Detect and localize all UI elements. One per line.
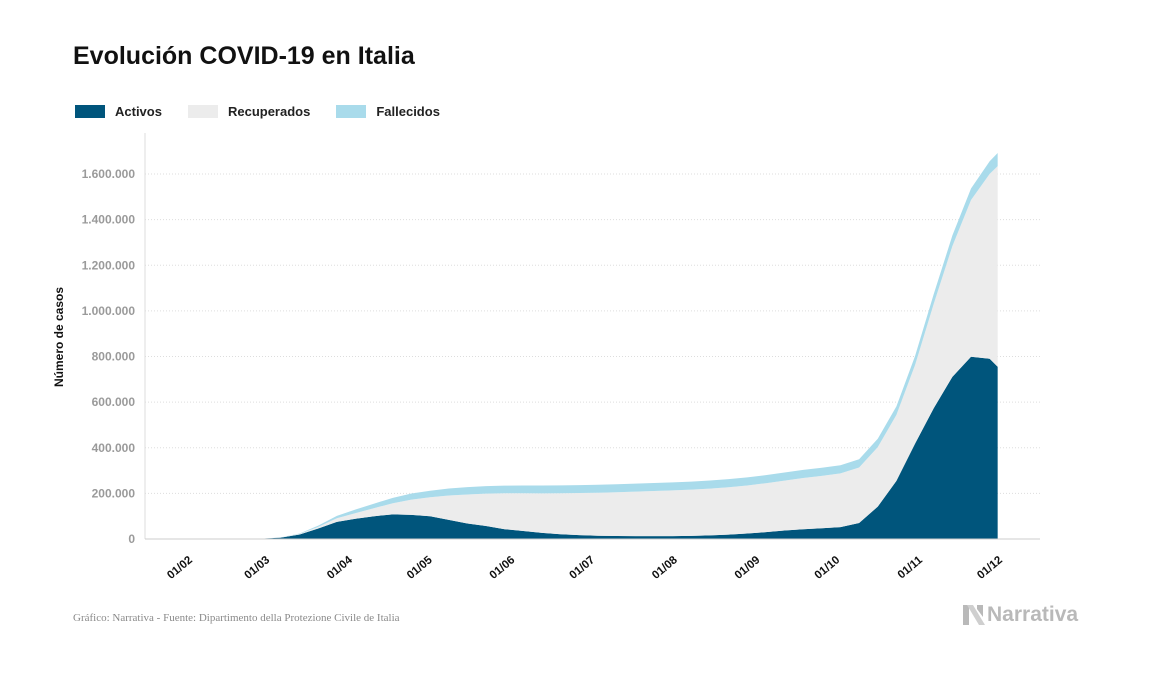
x-tick-label: 01/03	[242, 554, 272, 582]
x-tick-label: 01/09	[733, 554, 763, 582]
area-activos	[246, 356, 998, 539]
y-tick-label: 1.000.000	[82, 304, 136, 318]
narrativa-logo-icon	[963, 605, 985, 625]
legend-label-recuperados: Recuperados	[227, 104, 311, 119]
x-tick-label: 01/05	[405, 554, 435, 582]
logo-text: Narrativa	[987, 603, 1079, 626]
legend-item-activos: Activos	[75, 104, 162, 119]
x-tick-label: 01/04	[325, 554, 355, 582]
chart-title: Evolución COVID-19 en Italia	[73, 42, 415, 70]
x-tick-label: 01/11	[896, 554, 926, 582]
legend-item-fallecidos: Fallecidos	[336, 104, 440, 119]
y-tick-label: 200.000	[92, 486, 136, 500]
legend-swatch-fallecidos	[336, 105, 367, 118]
source-note: Gráfico: Narrativa - Fuente: Dipartiment…	[73, 612, 400, 624]
legend-swatch-recuperados	[187, 105, 218, 118]
x-tick-label: 01/10	[813, 554, 843, 582]
legend-label-fallecidos: Fallecidos	[376, 104, 440, 119]
x-tick-label: 01/02	[165, 554, 195, 582]
brand-logo: Narrativa	[963, 603, 1078, 627]
x-tick-label: 01/08	[650, 554, 680, 582]
legend-swatch-activos	[75, 105, 105, 118]
y-tick-label: 1.600.000	[82, 167, 136, 181]
x-tick-label: 01/12	[975, 554, 1005, 582]
area-recuperados	[246, 166, 998, 539]
legend: Activos Recuperados Fallecidos	[75, 104, 466, 119]
legend-item-recuperados: Recuperados	[187, 104, 311, 119]
y-tick-label: 400.000	[92, 441, 136, 455]
y-tick-label: 1.400.000	[82, 213, 136, 227]
x-tick-label: 01/07	[568, 554, 598, 582]
y-tick-label: 800.000	[92, 350, 136, 364]
x-tick-label: 01/06	[488, 554, 518, 582]
legend-label-activos: Activos	[115, 104, 162, 119]
y-tick-label: 1.200.000	[82, 258, 136, 272]
y-tick-label: 0	[128, 532, 135, 546]
y-tick-label: 600.000	[92, 395, 136, 409]
